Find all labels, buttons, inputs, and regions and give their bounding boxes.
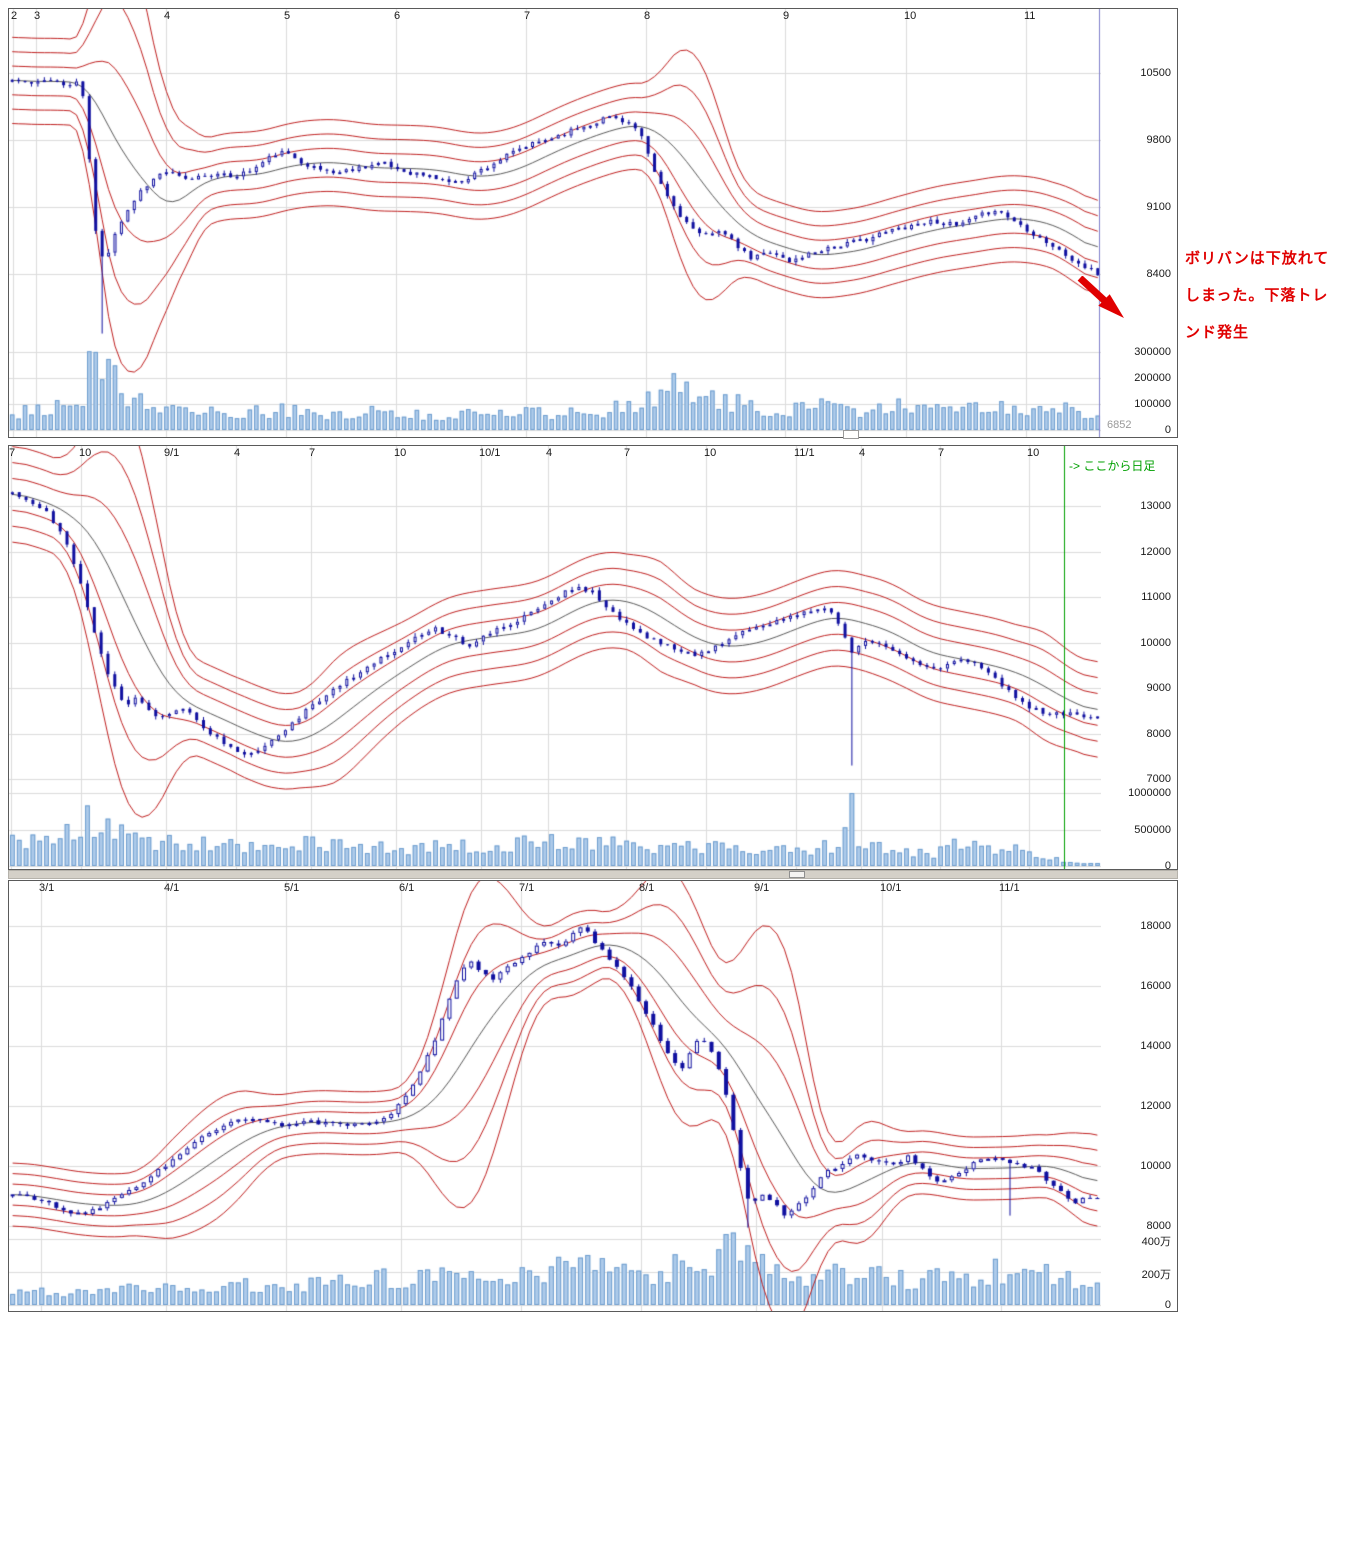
x-axis-tick-label: 2 (11, 10, 18, 22)
candlestick-chart-canvas-middle[interactable] (9, 446, 1101, 869)
x-axis-tick-label: 7 (524, 10, 531, 22)
x-axis-tick-label: 4 (546, 447, 553, 459)
y-axis-tick-label: 10000 (1140, 1160, 1171, 1172)
x-axis-tick-label: 10 (704, 447, 717, 459)
candlestick-chart-canvas-top[interactable] (9, 9, 1101, 437)
quote-code-label: 6852 (1107, 419, 1132, 431)
volume-axis-tick-label: 200万 (1141, 1269, 1171, 1281)
x-axis-tick-label: 7 (309, 447, 316, 459)
y-axis-tick-label: 9100 (1146, 201, 1171, 213)
y-axis-tick-label: 7000 (1146, 773, 1171, 785)
x-axis-tick-label: 10 (79, 447, 92, 459)
daily-from-here-label: -> ここから日足 (1067, 457, 1158, 474)
x-axis-tick-label: 9/1 (754, 882, 770, 894)
slider-handle[interactable] (843, 430, 859, 439)
x-axis-tick-label: 6 (394, 10, 401, 22)
y-axis-tick-label: 11000 (1141, 591, 1171, 603)
chart-panel-top: 6852 2 3 4 5 6 7 8 9 10 11 10500 9800 9100 8400 300000… (8, 8, 1178, 438)
y-axis-tick-label: 14000 (1140, 1040, 1171, 1052)
x-axis-tick-label: 9 (783, 10, 790, 22)
x-axis-tick-label: 4 (859, 447, 866, 459)
scrollbar-thumb[interactable] (789, 871, 805, 878)
x-axis-tick-label: 5/1 (284, 882, 300, 894)
y-axis-tick-label: 8000 (1146, 1220, 1171, 1232)
x-axis-tick-label: 4 (234, 447, 241, 459)
volume-axis-tick-label: 100000 (1134, 398, 1171, 410)
x-axis-tick-label: 7 (9, 447, 16, 459)
x-axis-tick-label: 10 (1027, 447, 1040, 459)
candlestick-chart-canvas-bottom[interactable] (9, 881, 1101, 1311)
x-axis-tick-label: 8 (644, 10, 651, 22)
x-axis-tick-label: 7 (624, 447, 631, 459)
y-axis-tick-label: 10000 (1140, 637, 1171, 649)
y-axis-tick-label: 13000 (1140, 500, 1171, 512)
chart-panel-middle: -> ここから日足 7 10 9/1 4 7 10 10/1 4 7 10 11/1 4 7 10 1300… (8, 445, 1178, 872)
volume-axis-tick-label: 0 (1164, 424, 1171, 436)
horizontal-scrollbar[interactable] (8, 870, 1178, 879)
x-axis-tick-label: 8/1 (639, 882, 655, 894)
x-axis-tick-label: 10 (904, 10, 917, 22)
x-axis-tick-label: 9/1 (164, 447, 180, 459)
x-axis-tick-label: 3/1 (39, 882, 55, 894)
volume-axis-tick-label: 300000 (1134, 346, 1171, 358)
y-axis-tick-label: 8400 (1146, 268, 1171, 280)
y-axis-tick-label: 9000 (1146, 682, 1171, 694)
x-axis-tick-label: 11/1 (999, 882, 1020, 894)
y-axis-tick-label: 16000 (1140, 980, 1171, 992)
volume-axis-tick-label: 0 (1164, 860, 1171, 872)
y-axis-tick-label: 8000 (1146, 728, 1171, 740)
down-trend-arrow-icon (1077, 276, 1124, 318)
volume-axis-tick-label: 1000000 (1128, 787, 1171, 799)
y-axis-tick-label: 12000 (1140, 1100, 1171, 1112)
x-axis-tick-label: 10/1 (880, 882, 902, 894)
y-axis-tick-label: 9800 (1146, 134, 1171, 146)
annotation-text: ボリバンは下放れてしまった。下落トレンド発生 (1185, 250, 1330, 341)
x-axis-tick-label: 10 (394, 447, 407, 459)
x-axis-tick-label: 11 (1024, 10, 1036, 22)
x-axis-tick-label: 3 (34, 10, 41, 22)
x-axis-tick-label: 4/1 (164, 882, 180, 894)
x-axis-tick-label: 5 (284, 10, 291, 22)
x-axis-tick-label: 4 (164, 10, 171, 22)
volume-axis-tick-label: 200000 (1134, 372, 1171, 384)
x-axis-tick-label: 7 (938, 447, 945, 459)
x-axis-tick-label: 11/1 (794, 447, 815, 459)
chart-panel-bottom: 3/1 4/1 5/1 6/1 7/1 8/1 9/1 10/1 11/1 18000 16000 1… (8, 880, 1178, 1312)
x-axis-tick-label: 10/1 (479, 447, 501, 459)
x-axis-tick-label: 6/1 (399, 882, 415, 894)
volume-axis-tick-label: 0 (1164, 1299, 1171, 1311)
y-axis-tick-label: 12000 (1140, 546, 1171, 558)
volume-axis-tick-label: 500000 (1134, 824, 1171, 836)
volume-axis-tick-label: 400万 (1141, 1236, 1171, 1248)
y-axis-tick-label: 10500 (1140, 67, 1171, 79)
y-axis-tick-label: 18000 (1140, 920, 1171, 932)
x-axis-tick-label: 7/1 (519, 882, 535, 894)
